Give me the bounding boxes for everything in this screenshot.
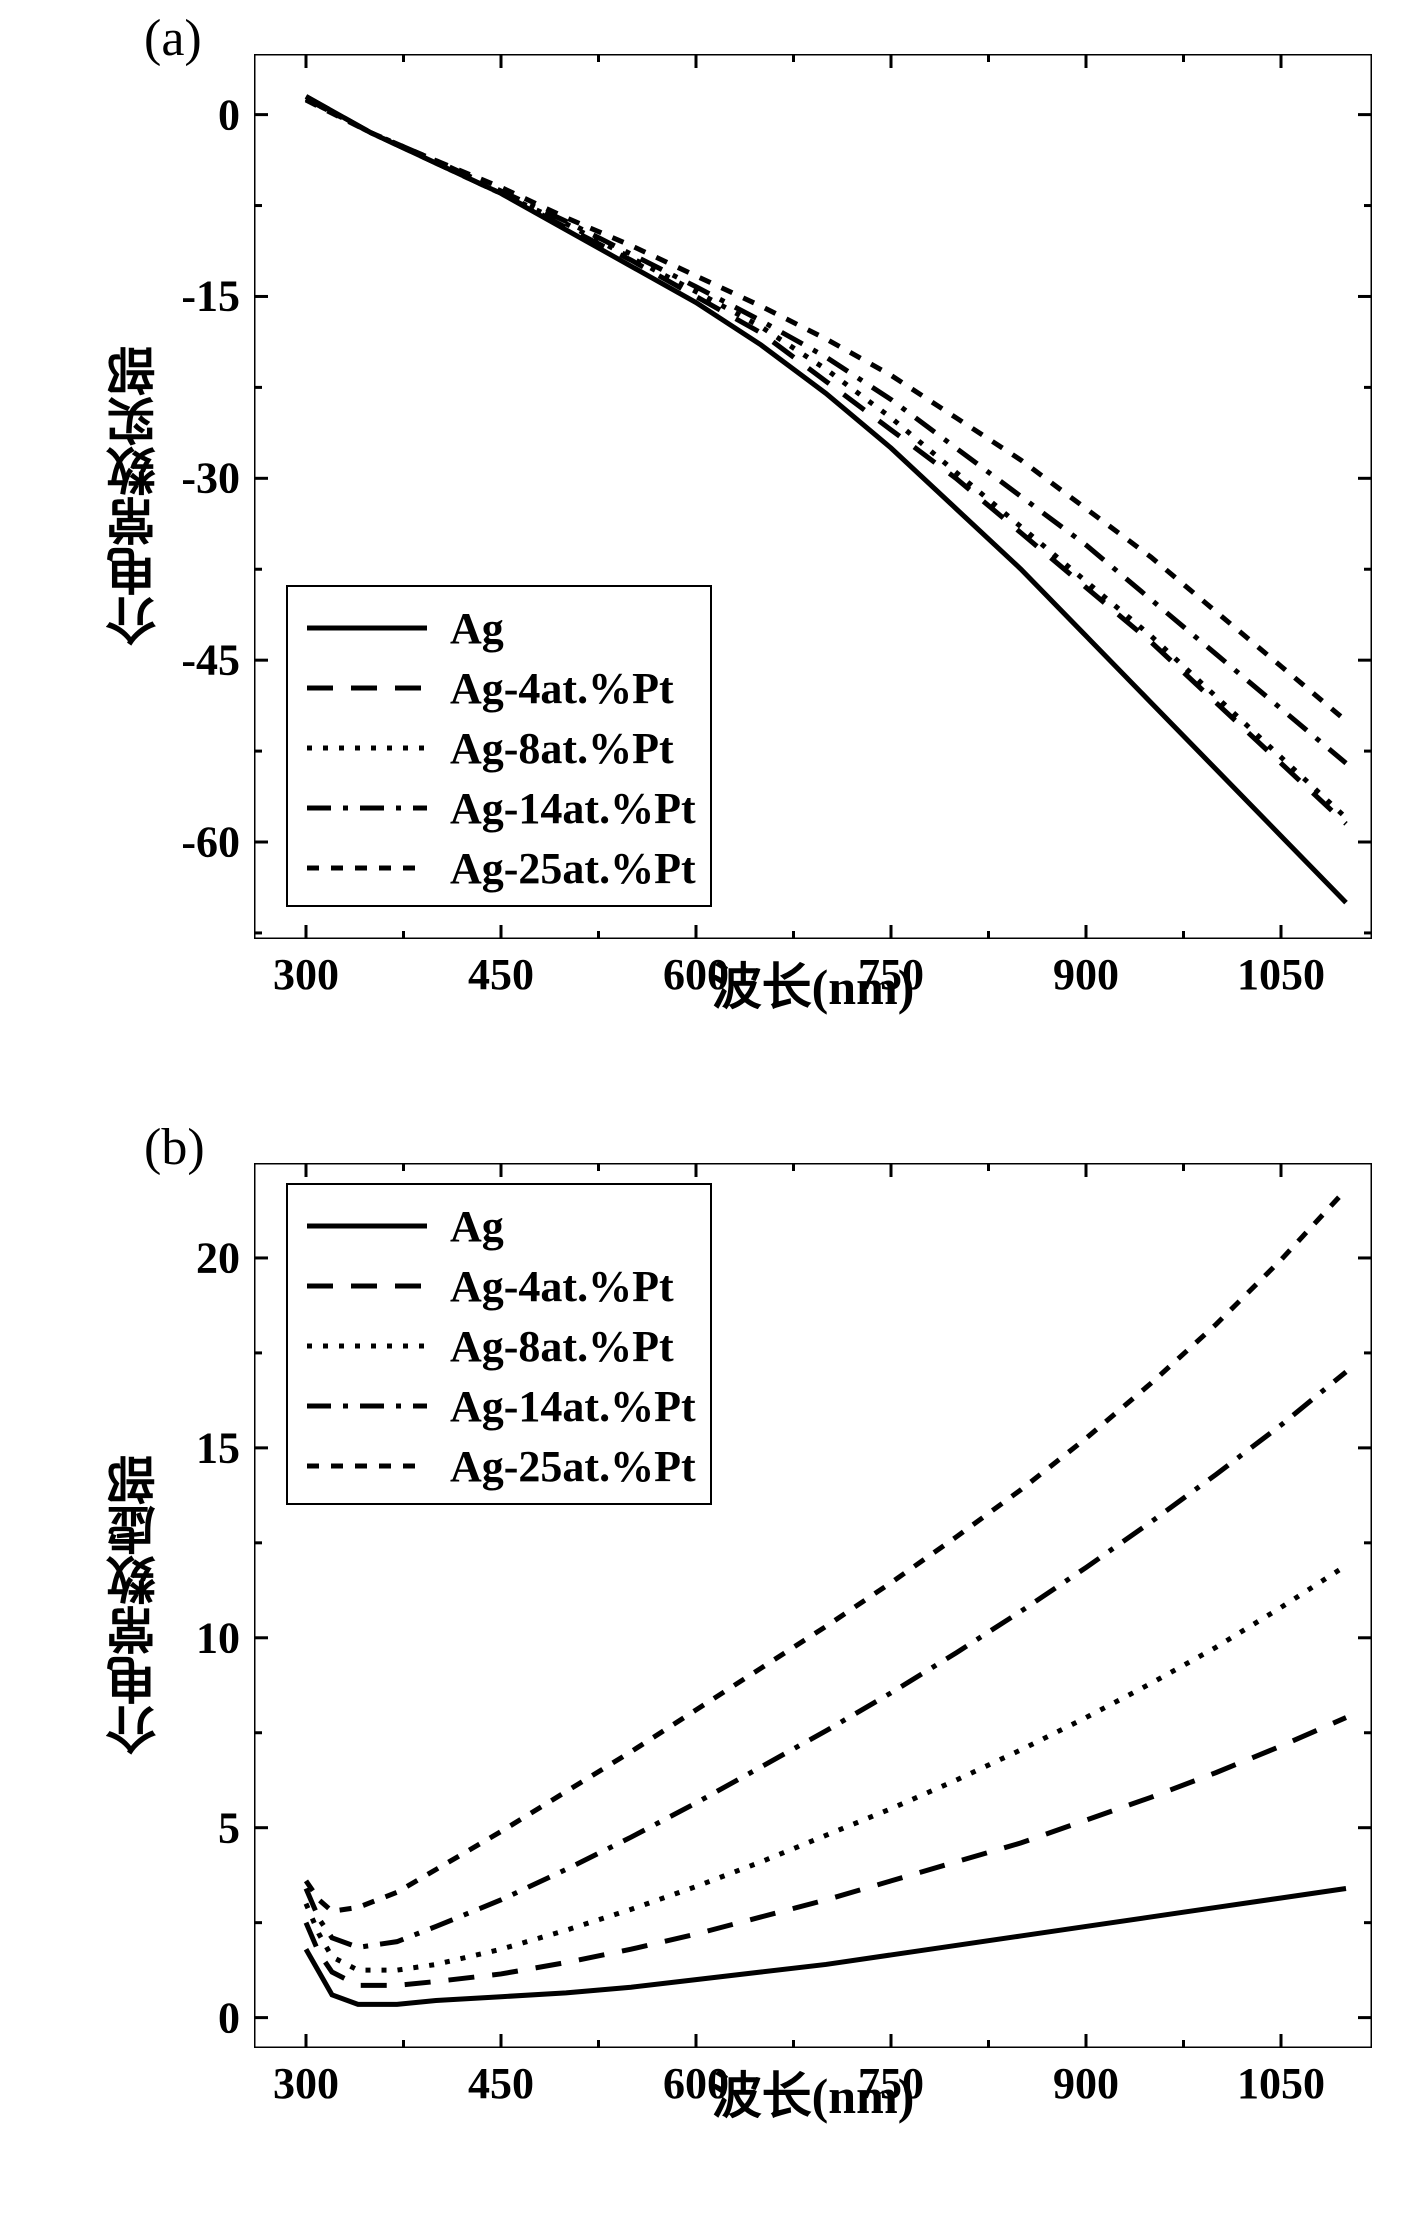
panel-b-legend: Ag Ag-4at.%Pt Ag-8at.%Pt Ag-14at.%Pt Ag-25at… <box>286 1183 712 1505</box>
tick-y-label: 0 <box>218 1992 240 2043</box>
legend-swatch-Pt14 <box>302 1381 432 1431</box>
legend-row-Ag: Ag <box>302 1197 696 1255</box>
panel-a-chart: 介电常数实部 波长(nm) 30045060075090010500-15-30… <box>254 54 1372 939</box>
legend-row-Ag: Ag <box>302 599 696 657</box>
figure-root: (a) 介电常数实部 波长(nm) 30045060075090010500-1… <box>0 0 1424 2235</box>
tick-x-label: 750 <box>858 2058 924 2109</box>
tick-x-label: 900 <box>1053 2058 1119 2109</box>
tick-y-label: 10 <box>196 1612 240 1663</box>
tick-y-label: 15 <box>196 1422 240 1473</box>
legend-label-Pt8: Ag-8at.%Pt <box>450 1321 674 1372</box>
panel-a-legend: Ag Ag-4at.%Pt Ag-8at.%Pt Ag-14at.%Pt Ag-25at… <box>286 585 712 907</box>
tick-x-label: 900 <box>1053 949 1119 1000</box>
legend-row-Pt14: Ag-14at.%Pt <box>302 1377 696 1435</box>
tick-x-label: 750 <box>858 949 924 1000</box>
legend-row-Pt25: Ag-25at.%Pt <box>302 839 696 897</box>
legend-swatch-Pt4 <box>302 663 432 713</box>
panel-b-x-axis-label: 波长(nm) <box>254 2056 1372 2128</box>
panel-a-x-axis-label: 波长(nm) <box>254 947 1372 1019</box>
legend-swatch-Ag <box>302 603 432 653</box>
legend-label-Pt25: Ag-25at.%Pt <box>450 1441 696 1492</box>
legend-swatch-Ag <box>302 1201 432 1251</box>
legend-row-Pt25: Ag-25at.%Pt <box>302 1437 696 1495</box>
series-line-Pt4 <box>306 1718 1346 1986</box>
legend-swatch-Pt8 <box>302 1321 432 1371</box>
tick-y-label: 0 <box>218 89 240 140</box>
legend-label-Pt25: Ag-25at.%Pt <box>450 843 696 894</box>
legend-label-Pt4: Ag-4at.%Pt <box>450 1261 674 1312</box>
legend-row-Pt8: Ag-8at.%Pt <box>302 719 696 777</box>
panel-a-y-axis-label: 介电常数实部 <box>99 54 171 939</box>
legend-label-Pt4: Ag-4at.%Pt <box>450 663 674 714</box>
tick-y-label: -30 <box>181 453 240 504</box>
tick-y-label: -60 <box>181 817 240 868</box>
tick-x-label: 600 <box>663 2058 729 2109</box>
tick-x-label: 600 <box>663 949 729 1000</box>
tick-x-label: 1050 <box>1237 2058 1325 2109</box>
tick-y-label: 5 <box>218 1802 240 1853</box>
legend-swatch-Pt25 <box>302 843 432 893</box>
legend-label-Ag: Ag <box>450 603 504 654</box>
legend-row-Pt14: Ag-14at.%Pt <box>302 779 696 837</box>
tick-x-label: 450 <box>468 2058 534 2109</box>
legend-label-Pt8: Ag-8at.%Pt <box>450 723 674 774</box>
legend-swatch-Pt14 <box>302 783 432 833</box>
tick-y-label: -45 <box>181 635 240 686</box>
tick-x-label: 300 <box>273 949 339 1000</box>
legend-label-Pt14: Ag-14at.%Pt <box>450 1381 696 1432</box>
tick-y-label: 20 <box>196 1232 240 1283</box>
tick-x-label: 1050 <box>1237 949 1325 1000</box>
legend-swatch-Pt4 <box>302 1261 432 1311</box>
tick-y-label: -15 <box>181 271 240 322</box>
legend-swatch-Pt8 <box>302 723 432 773</box>
legend-row-Pt4: Ag-4at.%Pt <box>302 1257 696 1315</box>
series-line-Ag <box>306 1888 1346 2004</box>
legend-label-Ag: Ag <box>450 1201 504 1252</box>
legend-row-Pt4: Ag-4at.%Pt <box>302 659 696 717</box>
panel-b-y-axis-label: 介电常数虚部 <box>99 1163 171 2048</box>
legend-swatch-Pt25 <box>302 1441 432 1491</box>
panel-b-chart: 介电常数虚部 波长(nm) 30045060075090010500510152… <box>254 1163 1372 2048</box>
legend-label-Pt14: Ag-14at.%Pt <box>450 783 696 834</box>
tick-x-label: 300 <box>273 2058 339 2109</box>
legend-row-Pt8: Ag-8at.%Pt <box>302 1317 696 1375</box>
tick-x-label: 450 <box>468 949 534 1000</box>
